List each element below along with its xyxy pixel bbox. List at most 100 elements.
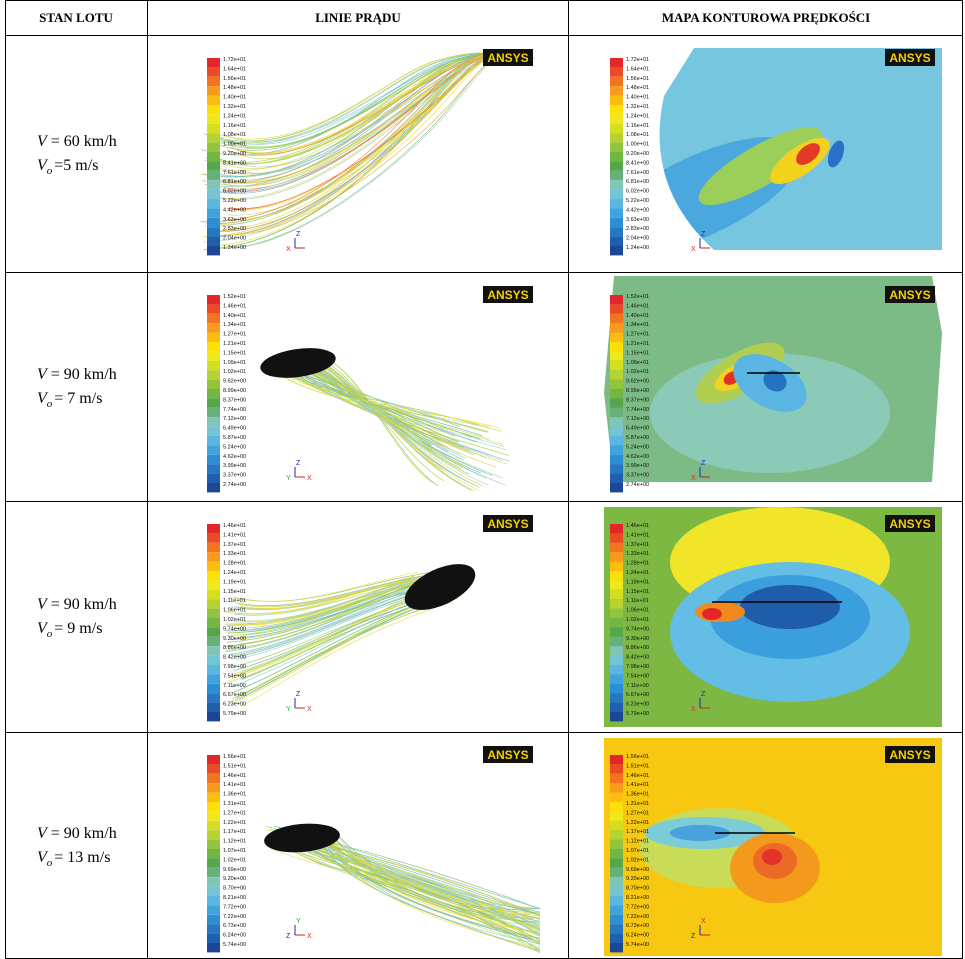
legend-label: 6.49e+00 [626,426,649,432]
legend-label: 1.41e+01 [626,782,649,788]
legend-swatch [207,590,220,599]
legend-label: 1.24e+01 [223,113,246,119]
legend-swatch [207,793,220,802]
legend-label: 5.24e+00 [626,444,649,450]
legend-label: 8.37e+00 [626,397,649,403]
legend-swatch [610,96,623,105]
legend-swatch [610,333,623,342]
legend-label: 6.73e+00 [223,923,246,929]
legend-swatch [610,543,623,552]
legend-label: 1.48e+01 [223,85,246,91]
legend-swatch [610,455,623,464]
header-cell: STAN LOTU [39,10,113,25]
legend-label: 7.72e+00 [626,904,649,910]
legend-swatch [610,783,623,792]
axis-label: Z [701,231,706,238]
legend-swatch [610,323,623,332]
legend-label: 7.98e+00 [223,664,246,670]
legend-swatch [207,562,220,571]
legend-swatch [610,304,623,313]
legend-swatch [207,370,220,379]
legend-swatch [610,227,623,236]
legend-label: 2.04e+00 [626,236,649,242]
legend-label: 1.02e+01 [626,369,649,375]
legend-swatch [610,821,623,830]
legend-label: 7.61e+00 [626,170,649,176]
legend-label: 2.04e+00 [223,236,246,242]
legend-swatch [610,361,623,370]
legend-swatch [610,802,623,811]
legend-swatch [207,849,220,858]
legend-label: 2.83e+00 [626,226,649,232]
contour-band [762,849,782,865]
legend-label: 7.74e+00 [223,407,246,413]
legend-swatch [207,533,220,542]
legend-swatch [610,646,623,655]
legend-swatch [207,67,220,76]
legend-swatch [207,114,220,123]
legend-swatch [207,380,220,389]
legend-label: 1.07e+01 [626,848,649,854]
legend-swatch [610,562,623,571]
legend-swatch [207,783,220,792]
legend-swatch [207,455,220,464]
legend-label: 1.02e+01 [223,617,246,623]
contour-band [702,608,722,620]
legend-swatch [610,314,623,323]
legend-label: 1.64e+01 [223,66,246,72]
legend-swatch [610,124,623,133]
legend-label: 1.24e+01 [626,113,649,119]
legend-swatch [610,152,623,161]
legend-swatch [610,417,623,426]
legend-swatch [207,180,220,189]
legend-swatch [610,208,623,217]
legend-label: 8.70e+00 [626,886,649,892]
legend-label: 1.33e+01 [223,551,246,557]
legend-swatch [207,152,220,161]
legend-label: 1.11e+01 [626,598,649,604]
legend-swatch [610,105,623,114]
legend-label: 4.62e+00 [626,454,649,460]
legend-swatch [207,190,220,199]
legend-label: 1.07e+01 [223,848,246,854]
value: = 60 km/h [51,133,117,150]
legend-swatch [207,474,220,483]
legend-label: 1.16e+01 [626,123,649,129]
legend-swatch [610,877,623,886]
legend-label: 1.02e+01 [223,857,246,863]
legend-label: 1.17e+01 [626,829,649,835]
legend-swatch [207,712,220,721]
legend-label: 8.99e+00 [223,388,246,394]
legend-swatch [207,304,220,313]
legend-swatch [207,398,220,407]
legend-swatch [207,637,220,646]
legend-swatch [207,227,220,236]
axis-label: X [691,246,696,253]
legend-label: 1.28e+01 [223,561,246,567]
legend-swatch [207,665,220,674]
legend-swatch [610,830,623,839]
value: = 90 km/h [51,596,117,613]
legend-swatch [610,199,623,208]
axis-label: Z [691,933,696,940]
legend-swatch [207,58,220,67]
legend-label: 7.54e+00 [626,673,649,679]
legend-swatch [610,77,623,86]
legend-label: 1.08e+01 [223,132,246,138]
legend-swatch [207,361,220,370]
logo: ANSYS [889,288,930,302]
legend-swatch [610,627,623,636]
legend-swatch [610,868,623,877]
axis-label: X [307,706,312,713]
legend-swatch [207,868,220,877]
legend-swatch [610,67,623,76]
legend-label: 1.21e+01 [626,341,649,347]
axis-label: X [691,475,696,482]
contour-image: 1.46e+011.41e+011.37e+011.33e+011.28e+01… [604,502,942,742]
legend-swatch [610,924,623,933]
legend-swatch [610,887,623,896]
legend-swatch [610,755,623,764]
legend-label: 8.42e+00 [223,655,246,661]
legend-swatch [207,821,220,830]
legend-swatch [610,665,623,674]
